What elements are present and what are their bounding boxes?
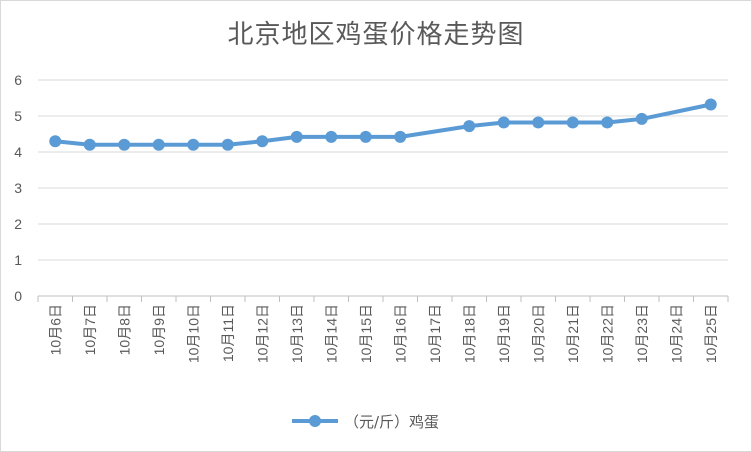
x-tick-label: 10月6日 bbox=[47, 304, 63, 355]
x-tick-label: 10月16日 bbox=[392, 304, 408, 363]
data-point bbox=[463, 120, 476, 133]
data-point bbox=[704, 98, 717, 111]
y-tick-label: 2 bbox=[14, 216, 22, 232]
data-point bbox=[221, 138, 234, 151]
x-tick-label: 10月25日 bbox=[703, 304, 719, 363]
y-tick-label: 1 bbox=[14, 252, 22, 268]
y-tick-label: 3 bbox=[14, 180, 22, 196]
data-point bbox=[497, 116, 510, 129]
legend: （元/斤）鸡蛋 bbox=[292, 410, 439, 432]
x-tick-label: 10月18日 bbox=[461, 304, 477, 363]
data-point bbox=[635, 112, 648, 125]
x-tick-label: 10月23日 bbox=[634, 304, 650, 363]
y-axis-ticks: 0 1 2 3 4 5 6 bbox=[14, 72, 22, 304]
legend-swatch bbox=[292, 410, 338, 432]
data-point bbox=[118, 138, 131, 151]
y-tick-label: 5 bbox=[14, 108, 22, 124]
x-tick-label: 10月22日 bbox=[599, 304, 615, 363]
data-point bbox=[49, 135, 62, 148]
x-tick-label: 10月8日 bbox=[116, 304, 132, 355]
y-tick-label: 0 bbox=[14, 288, 22, 304]
legend-label: （元/斤）鸡蛋 bbox=[344, 412, 440, 431]
y-tick-label: 6 bbox=[14, 72, 22, 88]
data-point bbox=[566, 116, 579, 129]
x-tick-label: 10月15日 bbox=[358, 304, 374, 363]
x-tick-label: 10月10日 bbox=[185, 304, 201, 363]
x-axis-ticks: 10月6日 10月7日 10月8日 10月9日 10月10日 10月11日 10月12日 10… bbox=[47, 304, 719, 363]
x-tick-label: 10月17日 bbox=[427, 304, 443, 363]
x-tick-label: 10月11日 bbox=[220, 304, 236, 362]
data-point bbox=[394, 130, 407, 143]
data-point bbox=[359, 130, 372, 143]
x-tick-label: 10月24日 bbox=[668, 304, 684, 363]
x-tick-label: 10月12日 bbox=[254, 304, 270, 363]
y-tick-label: 4 bbox=[14, 144, 22, 160]
data-point bbox=[152, 138, 165, 151]
chart-title: 北京地区鸡蛋价格走势图 bbox=[227, 20, 525, 50]
series-layer bbox=[49, 98, 717, 151]
x-axis bbox=[37, 295, 729, 302]
data-point bbox=[83, 138, 96, 151]
data-point bbox=[601, 116, 614, 129]
x-tick-label: 10月19日 bbox=[496, 304, 512, 363]
data-point bbox=[325, 130, 338, 143]
x-tick-label: 10月13日 bbox=[289, 304, 305, 363]
x-tick-label: 10月14日 bbox=[323, 304, 339, 363]
data-point bbox=[187, 138, 200, 151]
x-tick-label: 10月9日 bbox=[151, 304, 167, 355]
x-tick-label: 10月20日 bbox=[530, 304, 546, 363]
data-point bbox=[532, 116, 545, 129]
x-tick-label: 10月21日 bbox=[565, 304, 581, 363]
data-point bbox=[290, 130, 303, 143]
x-tick-label: 10月7日 bbox=[82, 304, 98, 355]
data-point bbox=[256, 135, 269, 148]
gridlines bbox=[38, 79, 728, 261]
